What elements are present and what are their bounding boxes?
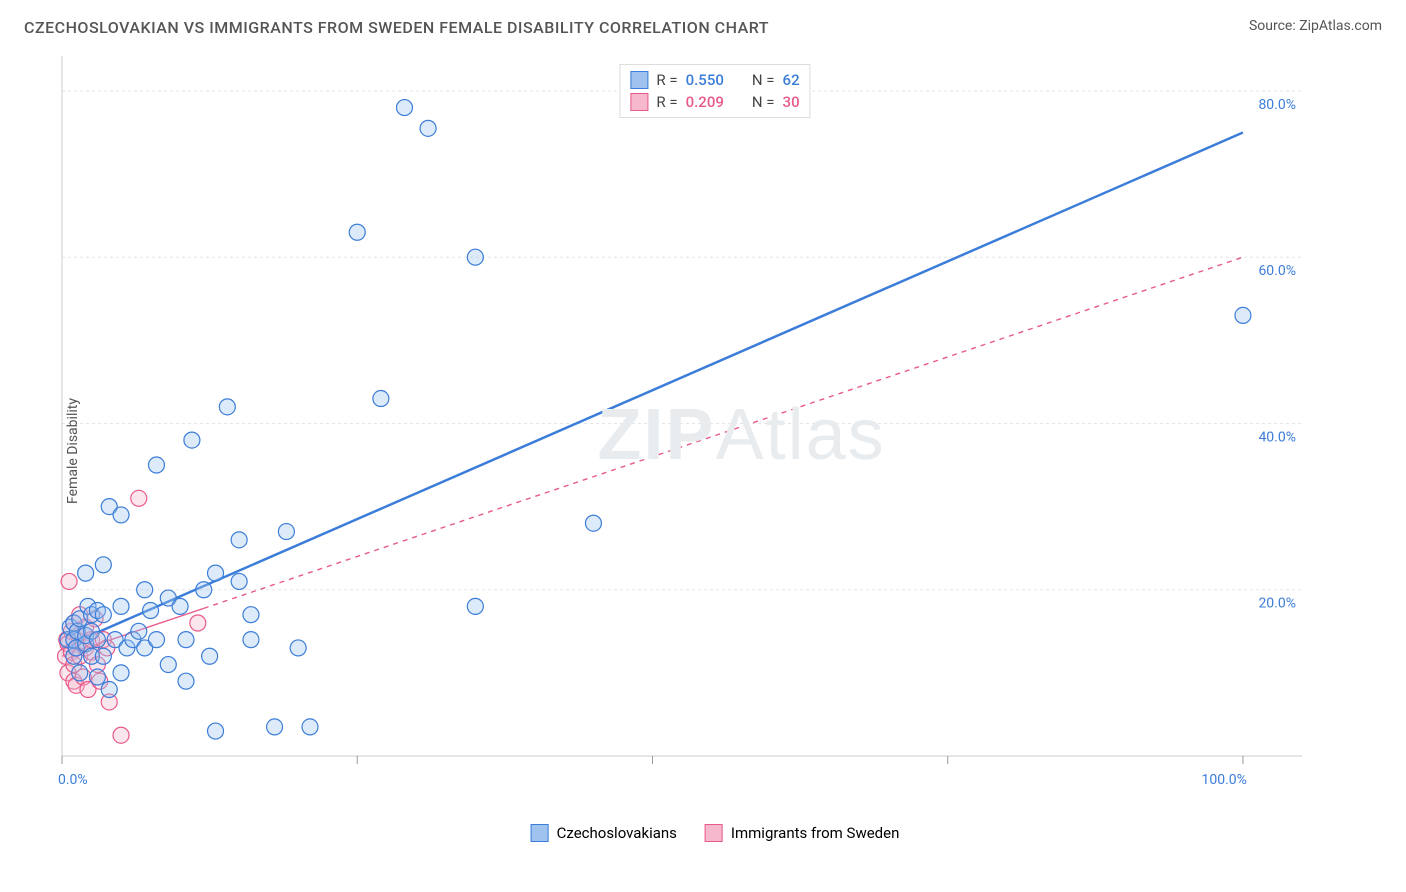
- n-label-0: N =: [752, 71, 775, 89]
- svg-text:0.0%: 0.0%: [58, 772, 88, 788]
- correlation-legend: R = 0.550 N = 62 R = 0.209 N = 30: [619, 64, 810, 118]
- n-label-1: N =: [752, 93, 775, 111]
- swatch-bottom-0: [531, 824, 549, 842]
- r-label-1: R =: [656, 93, 677, 111]
- r-label-0: R =: [656, 71, 677, 89]
- n-value-1: 30: [783, 93, 800, 111]
- legend-label-0: Czechoslovakians: [557, 824, 677, 842]
- chart-title: CZECHOSLOVAKIAN VS IMMIGRANTS FROM SWEDE…: [24, 18, 769, 37]
- legend-label-1: Immigrants from Sweden: [731, 824, 899, 842]
- source-prefix: Source:: [1249, 18, 1299, 34]
- svg-text:40.0%: 40.0%: [1258, 429, 1296, 445]
- legend-item-0: Czechoslovakians: [531, 824, 677, 842]
- svg-text:100.0%: 100.0%: [1202, 772, 1247, 788]
- legend-row-series-0: R = 0.550 N = 62: [630, 69, 799, 91]
- scatter-plot-svg: 20.0% 40.0% 60.0% 80.0% 0.0% 100.0%: [50, 56, 1330, 816]
- svg-text:20.0%: 20.0%: [1258, 596, 1296, 612]
- swatch-series-0: [630, 71, 648, 89]
- chart-area: Female Disability ZIPAtlas 20.0%40.0%60.…: [50, 56, 1380, 846]
- legend-row-series-1: R = 0.209 N = 30: [630, 91, 799, 113]
- source-name: ZipAtlas.com: [1299, 18, 1382, 34]
- n-value-0: 62: [783, 71, 800, 89]
- y-axis-label: Female Disability: [65, 398, 81, 504]
- svg-text:80.0%: 80.0%: [1258, 97, 1296, 113]
- swatch-series-1: [630, 93, 648, 111]
- r-value-0: 0.550: [686, 71, 724, 89]
- series-legend: Czechoslovakians Immigrants from Sweden: [531, 824, 900, 842]
- swatch-bottom-1: [705, 824, 723, 842]
- legend-item-1: Immigrants from Sweden: [705, 824, 899, 842]
- svg-text:60.0%: 60.0%: [1258, 263, 1296, 279]
- r-value-1: 0.209: [686, 93, 724, 111]
- source-attribution: Source: ZipAtlas.com: [1249, 18, 1382, 34]
